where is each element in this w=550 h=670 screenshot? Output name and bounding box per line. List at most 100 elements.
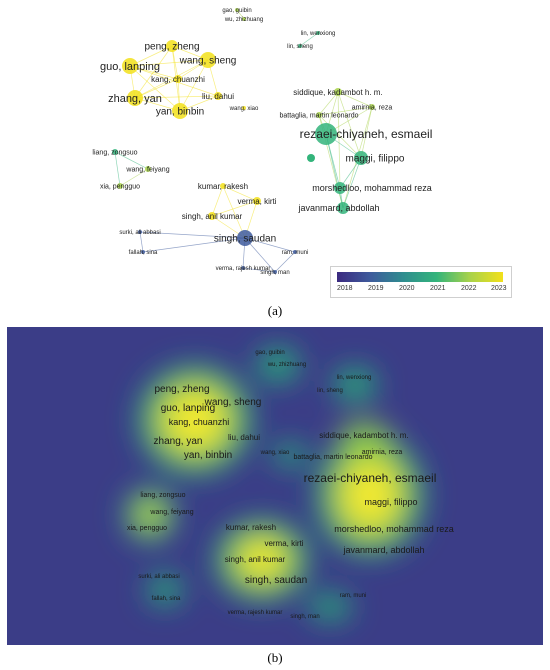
density-author-label: wu, zhizhuang <box>267 362 306 368</box>
year-color-scale <box>337 272 503 282</box>
coauthor-link <box>318 114 362 159</box>
author-node[interactable] <box>273 270 277 274</box>
coauthor-link <box>139 231 144 253</box>
author-node[interactable] <box>315 123 337 145</box>
density-author-label: verma, kirti <box>264 539 303 548</box>
legend-year-2019: 2019 <box>368 285 384 292</box>
density-blob <box>136 499 164 531</box>
coauthor-link <box>337 91 373 108</box>
density-author-label: surki, ali abbasi <box>138 574 179 580</box>
author-label: liang, zongsuo <box>92 149 137 156</box>
density-author-label: wang, sheng <box>204 397 262 408</box>
author-node[interactable] <box>145 166 151 172</box>
author-node[interactable] <box>127 90 143 106</box>
density-author-label: liang, zongsuo <box>140 492 185 499</box>
panel-a-caption: (a) <box>267 303 283 318</box>
density-author-label: gao, guibin <box>255 350 284 356</box>
author-node[interactable] <box>112 149 118 155</box>
coauthor-link <box>134 95 219 99</box>
author-node[interactable] <box>253 197 261 205</box>
author-node[interactable] <box>200 52 216 68</box>
density-author-label: kumar, rakesh <box>226 523 276 532</box>
author-node[interactable] <box>117 183 123 189</box>
network-visualization: gao, guibin wu, zhizhuang lin, wenxiong lin… <box>92 8 432 276</box>
coauthor-link <box>318 91 339 116</box>
density-author-label: guo, lanping <box>161 403 216 414</box>
density-author-label: wang, xiao <box>260 450 290 456</box>
author-node[interactable] <box>316 31 320 35</box>
coauthor-link <box>114 151 121 187</box>
author-node[interactable] <box>298 44 302 48</box>
author-label: liu, dahui <box>202 92 234 101</box>
author-node[interactable] <box>334 88 342 96</box>
author-node[interactable] <box>334 182 346 194</box>
density-blob <box>147 574 183 606</box>
density-author-label: lin, wenxiong <box>337 375 372 381</box>
author-label: wang, feiyang <box>125 166 169 173</box>
author-node[interactable] <box>214 92 222 100</box>
author-node[interactable] <box>172 103 188 119</box>
author-node[interactable] <box>242 106 246 110</box>
coauthor-link <box>360 106 373 159</box>
author-label: yan, binbin <box>156 107 204 118</box>
author-label: siddique, kadambot h. m. <box>293 88 382 97</box>
author-label: battaglia, martin leonardo <box>280 112 359 119</box>
density-author-label: verma, rajesh kumar <box>228 610 283 616</box>
author-node[interactable] <box>316 112 322 118</box>
author-node[interactable] <box>241 266 245 270</box>
coauthor-link <box>134 59 209 99</box>
author-node[interactable] <box>220 183 226 189</box>
coauthor-link <box>211 200 258 217</box>
coauthor-link <box>222 185 246 239</box>
coauthor-link <box>119 168 149 187</box>
density-author-label: peng, zheng <box>154 384 209 395</box>
coauthor-link <box>142 237 246 253</box>
author-label: javanmard, abdollah <box>297 203 379 213</box>
density-blob <box>171 396 219 444</box>
author-label: peng, zheng <box>144 42 199 53</box>
density-author-label: lin, sheng <box>317 388 343 394</box>
coauthor-link <box>242 267 276 273</box>
author-label: kang, chuanzhi <box>151 75 205 84</box>
author-label: verma, kirti <box>237 197 276 206</box>
coauthor-link <box>114 151 149 170</box>
author-node[interactable] <box>354 151 368 165</box>
density-author-label: javanmard, abdollah <box>342 545 424 555</box>
author-label: ram, muni <box>282 250 309 256</box>
coauthor-link <box>129 65 181 112</box>
author-node[interactable] <box>235 8 239 12</box>
author-label: zhang, yan <box>108 93 162 105</box>
year-legend: 2018 2019 2020 2021 2022 2023 <box>330 266 512 298</box>
author-label: xia, pengguo <box>100 183 140 190</box>
author-node[interactable] <box>242 17 246 21</box>
legend-year-2022: 2022 <box>461 285 477 292</box>
coauthor-link <box>244 237 296 253</box>
author-node[interactable] <box>337 202 349 214</box>
author-node[interactable] <box>237 230 253 246</box>
author-label: wu, zhizhuang <box>224 17 263 23</box>
author-node[interactable] <box>166 40 178 52</box>
density-author-label: liu, dahui <box>228 433 260 442</box>
author-node[interactable] <box>174 75 182 83</box>
density-author-label: singh, anil kumar <box>225 555 286 564</box>
author-node[interactable] <box>122 58 138 74</box>
legend-year-2018: 2018 <box>337 285 353 292</box>
author-node[interactable] <box>307 154 315 162</box>
coauthor-link <box>134 45 173 99</box>
coauthor-link <box>139 231 246 239</box>
author-node[interactable] <box>208 212 216 220</box>
author-node[interactable] <box>369 104 375 110</box>
coauthor-link <box>222 185 258 202</box>
author-label: singh, man <box>260 270 289 276</box>
author-node[interactable] <box>293 250 297 254</box>
density-blob <box>256 347 300 383</box>
author-label: kumar, rakesh <box>198 182 248 191</box>
author-node[interactable] <box>141 250 145 254</box>
author-label: guo, lanping <box>100 61 160 73</box>
author-label: morshedloo, mohammad reza <box>312 183 432 193</box>
author-label: verma, rajesh kumar <box>216 266 271 272</box>
author-label: wang, sheng <box>179 56 237 67</box>
author-node[interactable] <box>138 230 142 234</box>
density-blob <box>308 593 352 621</box>
